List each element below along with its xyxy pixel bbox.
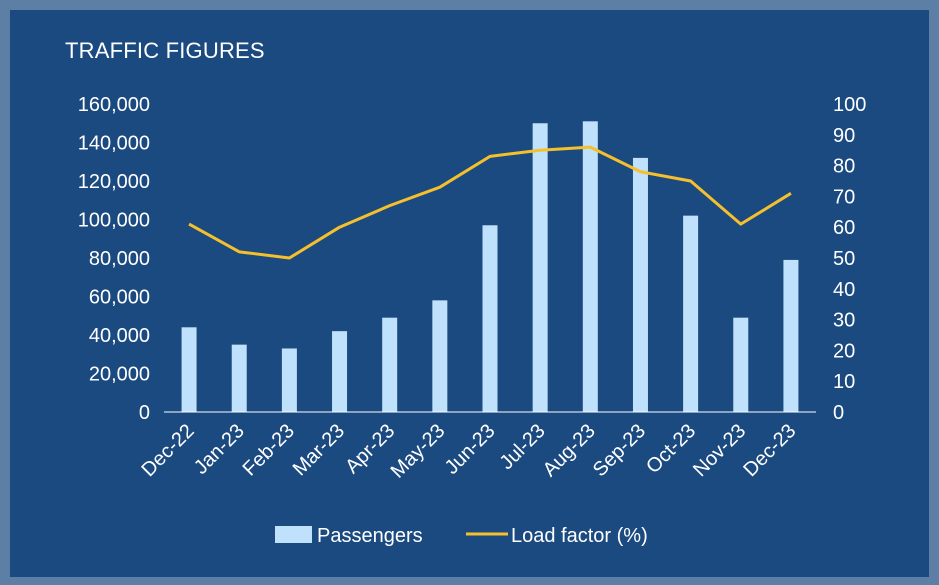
x-tick-label: Feb-23 — [239, 420, 299, 480]
y-right-tick-label: 0 — [833, 402, 844, 424]
passenger-bar — [683, 215, 699, 412]
y-left-tick-label: 40,000 — [89, 325, 150, 347]
x-tick-label: Jun-23 — [441, 420, 500, 479]
x-axis-tick-labels: Dec-22Jan-23Feb-23Mar-23Apr-23May-23Jun-… — [137, 420, 800, 483]
x-tick-label: Dec-23 — [739, 420, 800, 481]
passenger-bar — [382, 317, 398, 412]
x-tick-label: Mar-23 — [289, 420, 349, 480]
y-left-tick-label: 20,000 — [89, 364, 150, 386]
y-left-tick-label: 0 — [139, 402, 150, 424]
chart-title: TRAFFIC FIGURES — [65, 38, 265, 63]
passenger-bar — [482, 225, 498, 412]
y-axis-left-ticks: 0 20,000 40,000 60,000 80,000 100,000 120,000 1… — [78, 94, 150, 424]
load-factor-line-layer — [188, 145, 792, 260]
chart-panel — [10, 10, 929, 577]
y-right-tick-label: 10 — [833, 371, 855, 393]
y-left-tick-label: 160,000 — [78, 94, 150, 116]
y-right-tick-label: 60 — [833, 217, 855, 239]
y-right-tick-label: 30 — [833, 310, 855, 332]
y-right-tick-label: 80 — [833, 156, 855, 178]
passenger-bar — [432, 300, 448, 412]
y-right-tick-label: 50 — [833, 248, 855, 270]
y-left-tick-label: 100,000 — [78, 210, 150, 232]
passenger-bar — [783, 259, 799, 412]
y-right-tick-label: 40 — [833, 279, 855, 301]
passenger-bar — [181, 327, 197, 412]
passenger-bar — [582, 121, 598, 412]
x-tick-label: Nov-23 — [689, 420, 750, 481]
y-right-tick-label: 20 — [833, 340, 855, 362]
y-left-tick-label: 120,000 — [78, 171, 150, 193]
y-right-tick-label: 100 — [833, 94, 866, 116]
y-left-tick-label: 140,000 — [78, 133, 150, 155]
passenger-bar — [532, 123, 548, 412]
x-tick-label: May-23 — [387, 420, 450, 483]
y-right-tick-label: 70 — [833, 186, 855, 208]
legend: Passengers Load factor (%) — [275, 525, 648, 547]
passenger-bar — [281, 348, 297, 412]
passenger-bar — [632, 157, 648, 412]
y-axis-right-ticks: 0 10 20 30 40 50 60 70 80 90 100 — [833, 94, 866, 424]
legend-passengers-label: Passengers — [317, 525, 423, 547]
passenger-bar — [332, 331, 348, 412]
passenger-bar — [231, 344, 247, 412]
passenger-bar — [733, 317, 749, 412]
x-tick-label: Sep-23 — [589, 420, 650, 481]
legend-load-factor-label: Load factor (%) — [511, 525, 648, 547]
y-left-tick-label: 80,000 — [89, 248, 150, 270]
y-right-tick-label: 90 — [833, 125, 855, 147]
legend-passengers-swatch — [275, 526, 312, 543]
passenger-bars — [181, 121, 799, 412]
x-tick-label: Aug-23 — [539, 420, 600, 481]
x-tick-label: Dec-22 — [137, 420, 198, 481]
y-left-tick-label: 60,000 — [89, 287, 150, 309]
x-tick-label: Oct-23 — [642, 420, 700, 478]
x-tick-label: Jan-23 — [190, 420, 249, 479]
